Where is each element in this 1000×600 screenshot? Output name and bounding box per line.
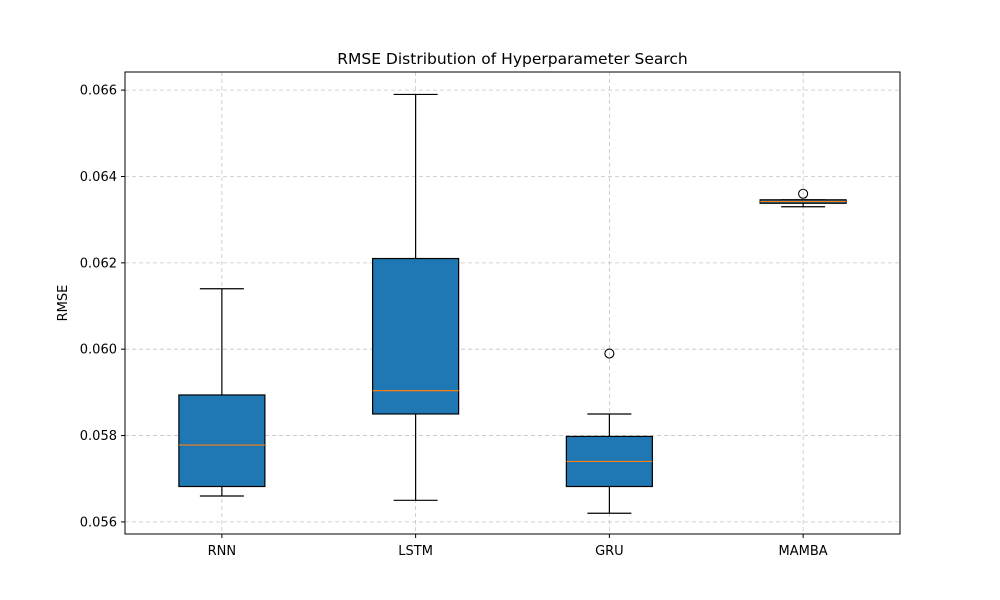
axes: 0.056 0.058 0.060 0.062 0.064 0.066 RNN LSTM GRU… [80,71,901,559]
y-tick-label: 0.058 [80,429,117,444]
x-tick-label: RNN [208,544,236,559]
outlier-point [798,188,809,199]
chart-title: RMSE Distribution of Hyperparameter Sear… [337,50,688,68]
x-tick-label: MAMBA [779,544,828,559]
y-axis-title: RMSE [56,285,71,322]
box-mamba [759,188,847,208]
plot-frame [124,71,901,535]
boxes [178,93,847,514]
x-tick-label: GRU [595,544,624,559]
y-tick-label: 0.060 [80,343,117,358]
box-rnn [178,288,266,497]
box-lstm [372,93,460,501]
box-iqr [372,257,460,415]
box-iqr [178,394,266,488]
box-gru [565,348,653,514]
y-tick-label: 0.064 [80,170,117,185]
x-tick-label: LSTM [398,544,433,559]
outlier-point [604,348,615,359]
y-tick-label: 0.062 [80,256,117,271]
y-tick-label: 0.066 [80,84,117,99]
y-tick-label: 0.056 [80,515,117,530]
